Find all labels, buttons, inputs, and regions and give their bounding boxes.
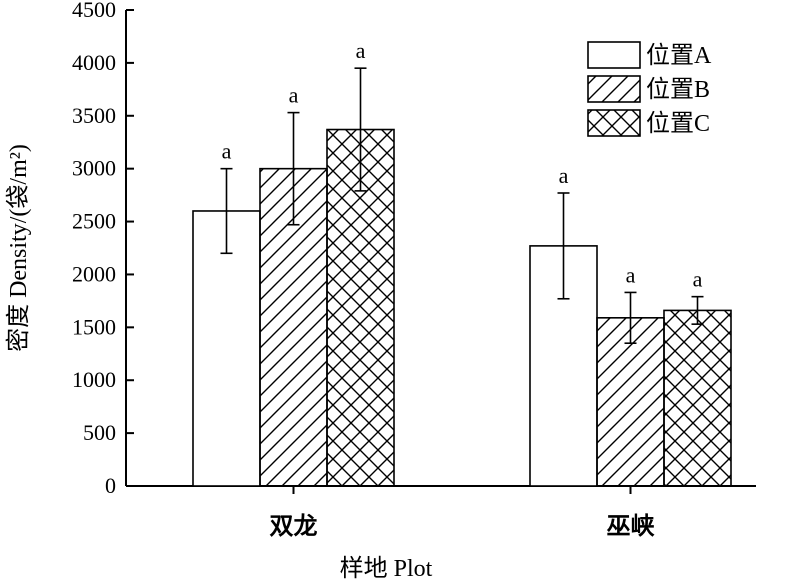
y-tick-label: 2000	[72, 261, 116, 286]
y-tick-label: 1000	[72, 367, 116, 392]
significance-label: a	[626, 262, 636, 287]
legend-swatch	[587, 41, 641, 69]
significance-label: a	[289, 83, 299, 108]
significance-label: a	[559, 163, 569, 188]
y-tick-label: 0	[105, 473, 116, 498]
y-axis-title: 密度 Density/(袋/m²)	[5, 144, 32, 352]
y-tick-label: 3000	[72, 156, 116, 181]
x-axis-title: 样地 Plot	[340, 555, 433, 582]
axes: 0 500 1000 1500 2000 2500 3000 3500 4000 4500 双龙 巫峡	[72, 0, 756, 540]
y-tick-label: 4000	[72, 50, 116, 75]
significance-label: a	[693, 267, 703, 292]
category-label: 双龙	[270, 513, 318, 540]
legend-swatch	[587, 109, 641, 137]
significance-label: a	[356, 38, 366, 63]
bar	[596, 317, 665, 487]
y-tick-label: 3500	[72, 103, 116, 128]
significance-label: a	[222, 139, 232, 164]
category-label: 巫峡	[607, 513, 655, 540]
legend-swatch	[587, 75, 641, 103]
bar	[663, 309, 732, 487]
y-tick-label: 2500	[72, 209, 116, 234]
y-tick-label: 4500	[72, 0, 116, 22]
bars-group: a a a a a a	[192, 38, 732, 487]
legend-label: 位置C	[646, 110, 710, 137]
legend-label: 位置B	[646, 76, 710, 103]
y-tick-label: 1500	[72, 314, 116, 339]
y-tick-label: 500	[83, 420, 116, 445]
legend-label: 位置A	[646, 42, 712, 69]
legend: 位置A 位置B 位置C	[587, 41, 712, 137]
